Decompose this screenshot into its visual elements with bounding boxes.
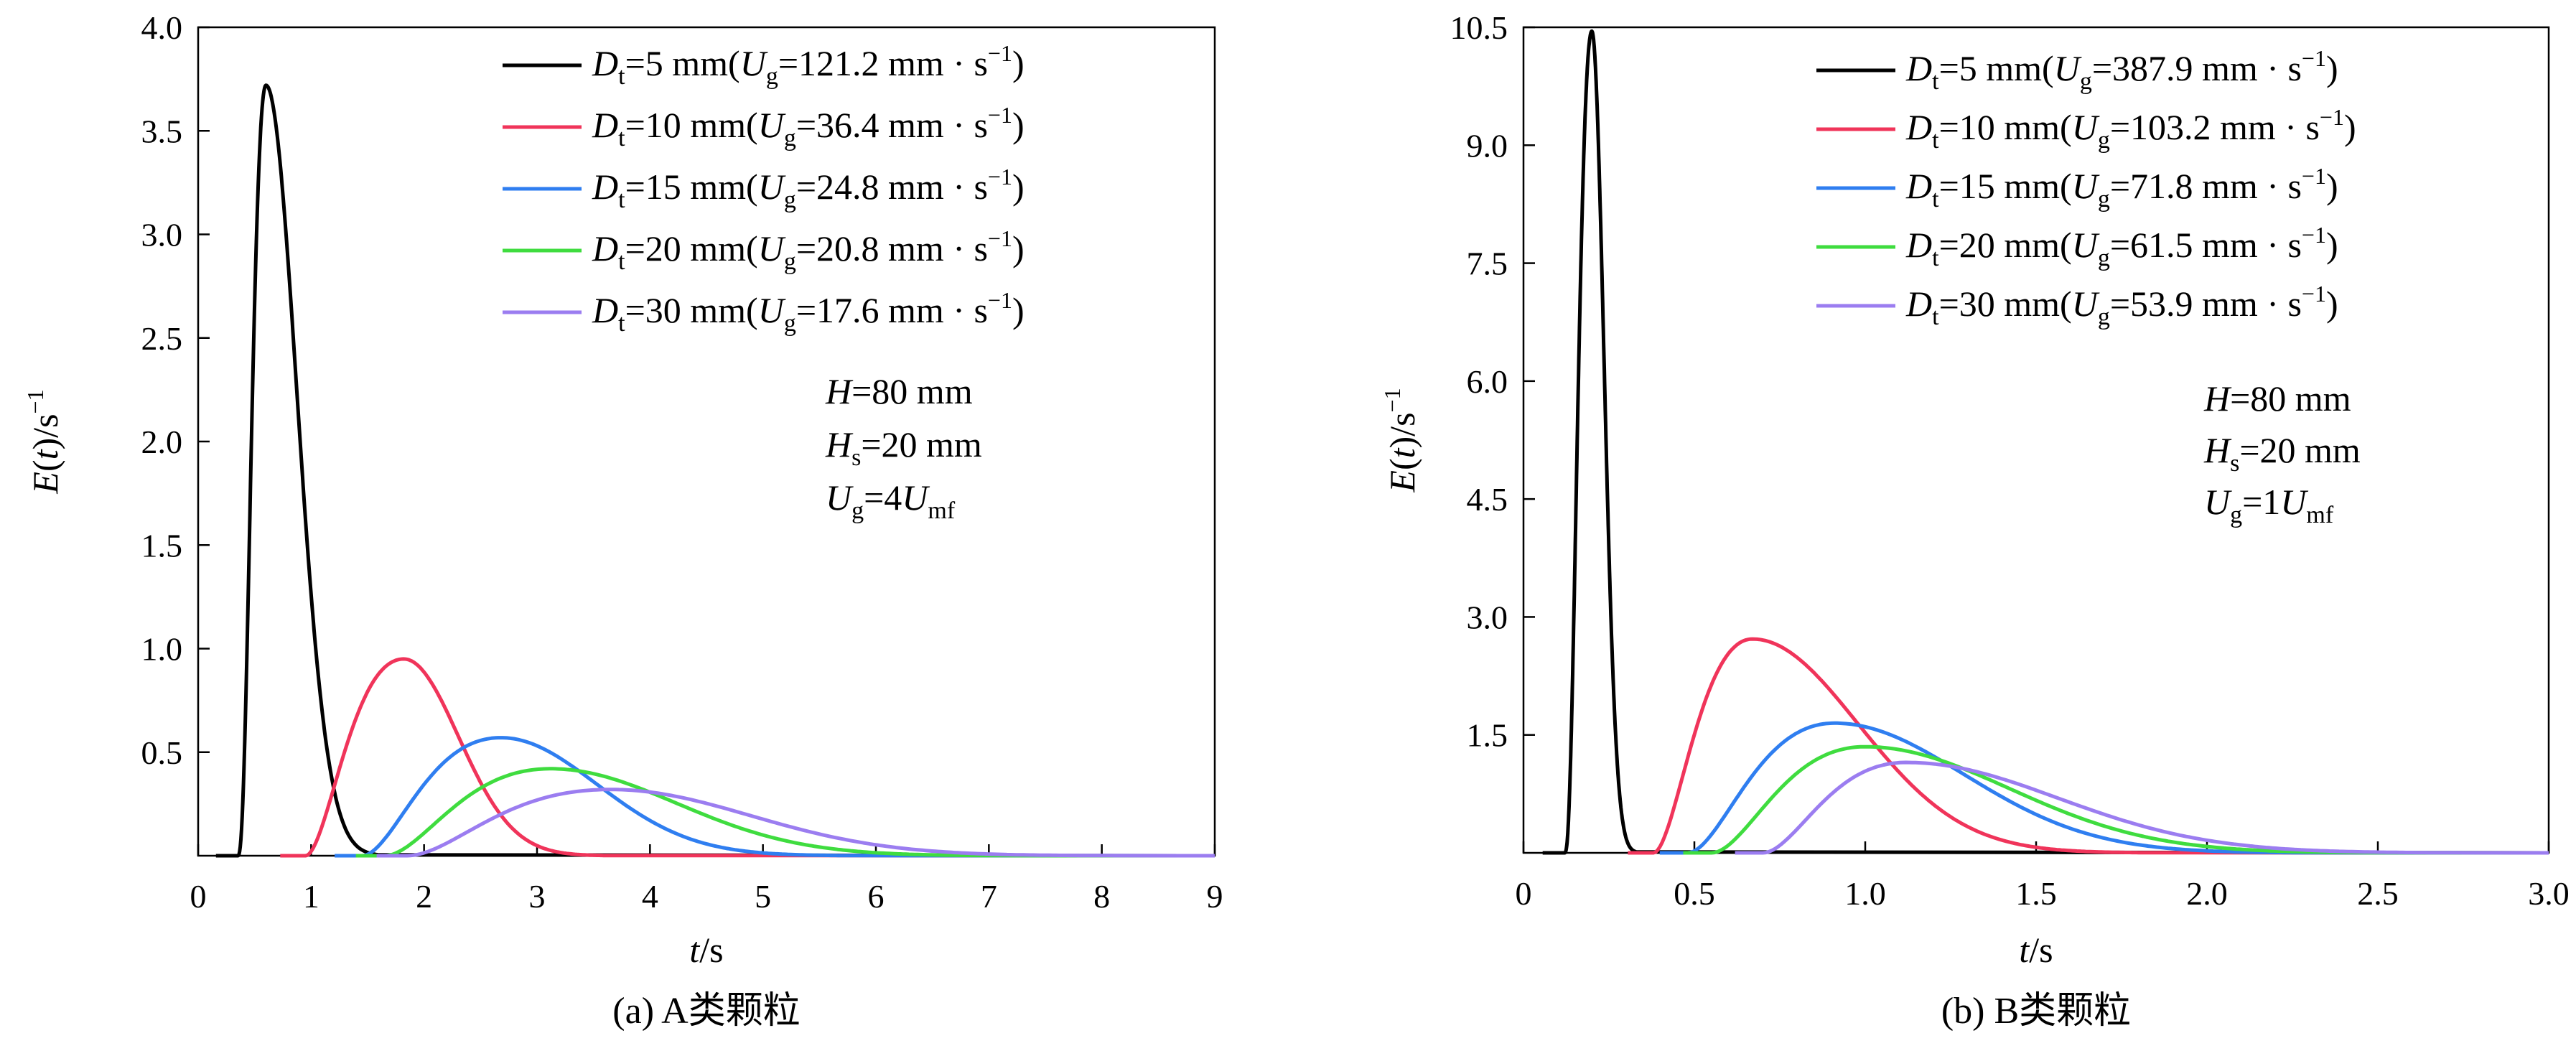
series-line-2 [280,657,1215,858]
x-tick-label: 9 [1207,878,1223,915]
x-tick-label: 7 [981,878,997,915]
x-axis-label: t/s [689,930,723,970]
x-axis-label: t/s [2019,930,2053,970]
annotation-gas-velocity: Ug=1Umf [2204,482,2334,528]
series-line-2 [1628,637,2549,855]
y-tick-label: 4.5 [1467,481,1508,518]
x-tick-label: 5 [755,878,771,915]
series-line-4 [355,767,1215,858]
x-tick-label: 2 [416,878,432,915]
y-axis-label: E(t)/s−1 [22,389,65,494]
x-tick-label: 0 [190,878,207,915]
panel-a: 0 1 2 3 4 5 6 7 8 9 0.5 1.0 1.5 2.0 2.5 3.0 3.5 4.0 t/s E(t… [22,9,1223,1032]
panel-caption: (b) B类颗粒 [1941,991,2131,1032]
series-line-3 [335,736,1215,858]
x-tick-label: 1 [303,878,319,915]
annotation-static-height: Hs=20 mm [825,424,982,471]
legend-entry-1: Dt=5 mm(Ug=387.9 mm · s−1) [1905,45,2338,95]
legend-entry-4: Dt=20 mm(Ug=20.8 mm · s−1) [592,225,1025,275]
y-tick-label: 2.0 [141,424,183,460]
legend-entry-2: Dt=10 mm(Ug=103.2 mm · s−1) [1905,104,2356,154]
y-tick-label: 3.5 [141,113,183,149]
legend-entry-1: Dt=5 mm(Ug=121.2 mm · s−1) [592,40,1025,90]
y-tick-label: 3.0 [1467,599,1508,635]
legend-entry-3: Dt=15 mm(Ug=71.8 mm · s−1) [1905,163,2338,212]
legend-entry-5: Dt=30 mm(Ug=17.6 mm · s−1) [592,287,1025,337]
y-tick-label: 1.5 [1467,717,1508,754]
plot-frame [1522,26,2550,854]
y-tick-label: 6.0 [1467,363,1508,400]
series-line-3 [1659,721,2549,855]
annotation-gas-velocity: Ug=4Umf [826,477,956,524]
y-tick-label: 7.5 [1467,246,1508,282]
y-tick-label: 1.5 [141,527,183,564]
x-tick-label: 2.5 [2357,875,2399,912]
x-tick-label: 8 [1093,878,1110,915]
x-tick-label: 3.0 [2528,875,2570,912]
x-tick-label: 6 [868,878,885,915]
y-tick-label: 9.0 [1467,127,1508,164]
legend-entry-3: Dt=15 mm(Ug=24.8 mm · s−1) [592,164,1025,213]
y-tick-label: 2.5 [141,320,183,357]
legend-entry-2: Dt=10 mm(Ug=36.4 mm · s−1) [592,102,1025,151]
x-tick-label: 1.5 [2015,875,2057,912]
legend-entry-5: Dt=30 mm(Ug=53.9 mm · s−1) [1905,281,2338,330]
series-line-1 [215,83,1215,858]
x-tick-label: 2.0 [2186,875,2228,912]
legend-entry-4: Dt=20 mm(Ug=61.5 mm · s−1) [1905,222,2338,271]
annotation-height: H=80 mm [825,371,973,411]
y-tick-label: 1.0 [141,631,183,668]
series-line-5 [376,788,1215,858]
annotation-height: H=80 mm [2203,378,2351,419]
x-tick-label: 0 [1516,875,1532,912]
x-tick-label: 1.0 [1844,875,1886,912]
panel-b: 0 0.5 1.0 1.5 2.0 2.5 3.0 1.5 3.0 4.5 6.0 7.5 9.0 10.… [1379,9,2570,1032]
x-tick-label: 4 [642,878,658,915]
series-line-5 [1735,760,2549,855]
y-tick-label: 4.0 [141,9,183,46]
series-line-4 [1683,744,2549,855]
y-tick-label: 3.0 [141,217,183,253]
annotation-static-height: Hs=20 mm [2203,430,2361,477]
x-tick-label: 0.5 [1674,875,1715,912]
y-tick-label: 10.5 [1450,9,1508,46]
y-axis-label: E(t)/s−1 [1379,388,1422,492]
series-line-1 [1542,29,2549,855]
panel-caption: (a) A类颗粒 [612,991,800,1032]
x-tick-label: 3 [529,878,546,915]
y-tick-label: 0.5 [141,734,183,771]
